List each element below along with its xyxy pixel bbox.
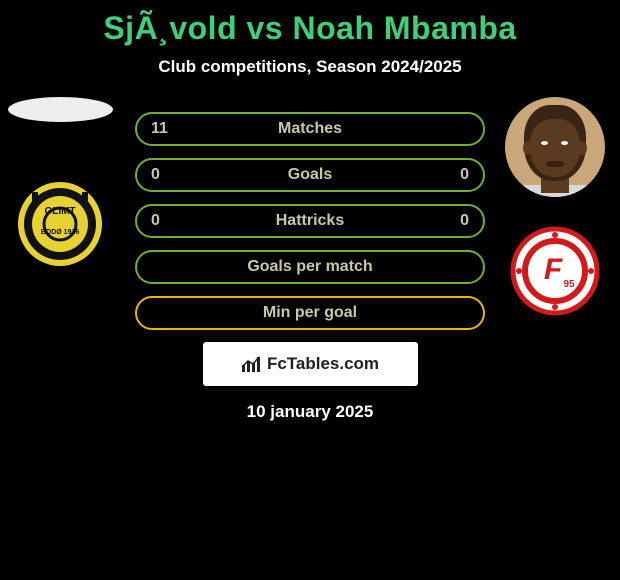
- stat-label: Goals per match: [191, 258, 429, 276]
- subtitle: Club competitions, Season 2024/2025: [0, 57, 620, 77]
- stat-value-right: 0: [429, 166, 469, 184]
- watermark: FcTables.com: [203, 342, 418, 386]
- title-player2: Noah Mbamba: [292, 10, 516, 46]
- stat-row: Goals per match: [135, 250, 485, 284]
- stat-value-right: 0: [429, 212, 469, 230]
- date-text: 10 january 2025: [0, 402, 620, 422]
- svg-text:GLIMT: GLIMT: [44, 206, 75, 217]
- right-player-column: F 95: [495, 97, 615, 321]
- stat-row: 0Hattricks0: [135, 204, 485, 238]
- fortuna-badge-icon: F 95: [505, 221, 605, 321]
- stats-rows: 11Matches0Goals00Hattricks0Goals per mat…: [135, 97, 485, 330]
- svg-text:95: 95: [563, 279, 575, 290]
- stat-row: 11Matches: [135, 112, 485, 146]
- svg-text:BODØ 1916: BODØ 1916: [41, 229, 80, 236]
- player1-photo-placeholder: [8, 97, 113, 122]
- stat-row: 0Goals0: [135, 158, 485, 192]
- content-area: GLIMT BODØ 1916: [0, 97, 620, 422]
- stat-value-left: 0: [151, 212, 191, 230]
- bar-chart-icon: [241, 355, 263, 373]
- stat-label: Min per goal: [191, 304, 429, 322]
- svg-text:F: F: [544, 253, 563, 286]
- bodo-glimt-badge-icon: GLIMT BODØ 1916: [10, 174, 110, 274]
- stat-label: Goals: [191, 166, 429, 184]
- stat-label: Hattricks: [191, 212, 429, 230]
- stat-row: Min per goal: [135, 296, 485, 330]
- left-player-column: GLIMT BODØ 1916: [0, 97, 120, 274]
- player2-club-badge: F 95: [505, 221, 605, 321]
- stat-value-left: 11: [151, 120, 191, 138]
- title-vs: vs: [237, 10, 292, 46]
- comparison-title: SjÃ¸vold vs Noah Mbamba: [0, 0, 620, 47]
- player1-club-badge: GLIMT BODØ 1916: [10, 174, 110, 274]
- stat-value-left: 0: [151, 166, 191, 184]
- watermark-text: FcTables.com: [267, 354, 379, 374]
- stat-label: Matches: [191, 120, 429, 138]
- player2-photo: [505, 97, 605, 197]
- title-player1: SjÃ¸vold: [103, 10, 237, 46]
- player2-face-icon: [505, 97, 605, 197]
